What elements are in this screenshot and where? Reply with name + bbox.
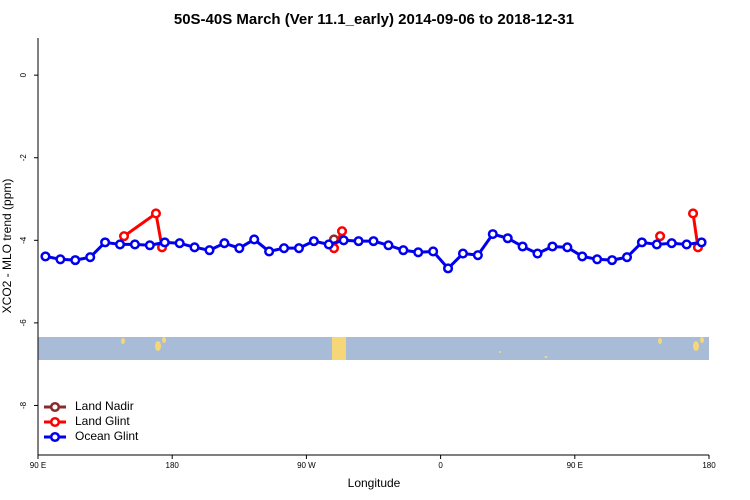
data-point	[636, 237, 647, 248]
legend-label: Land Nadir	[75, 399, 134, 413]
data-point	[40, 251, 51, 262]
y-tick-label: -2	[19, 154, 28, 162]
data-point	[655, 231, 666, 242]
data-point	[189, 242, 200, 253]
data-point	[129, 239, 140, 250]
data-point	[592, 254, 603, 265]
data-point	[219, 238, 230, 249]
x-tick-label: 90 E	[567, 461, 583, 470]
data-point	[502, 233, 513, 244]
legend-marker	[49, 431, 61, 443]
data-point	[696, 237, 707, 248]
data-point	[666, 238, 677, 249]
data-point	[398, 245, 409, 256]
data-point	[428, 246, 439, 257]
data-point	[383, 240, 394, 251]
data-point	[174, 238, 185, 249]
data-point	[443, 263, 454, 274]
data-point	[278, 243, 290, 254]
data-point	[562, 242, 573, 253]
data-point	[368, 236, 379, 247]
data-point	[577, 251, 588, 262]
legend-label: Land Glint	[75, 414, 130, 428]
data-point	[150, 208, 161, 219]
x-tick-label: 0	[438, 461, 443, 470]
y-tick-label: 0	[19, 72, 28, 77]
data-point	[144, 240, 155, 251]
data-point	[547, 241, 558, 252]
data-point	[323, 239, 334, 250]
data-point	[681, 239, 692, 250]
legend-marker	[49, 401, 61, 413]
x-axis-label: Longitude	[348, 476, 401, 490]
data-point	[85, 252, 96, 263]
data-point	[293, 243, 304, 254]
data-point	[338, 235, 349, 246]
data-point	[249, 234, 260, 245]
data-point	[621, 252, 633, 263]
x-tick-label: 90 W	[297, 461, 316, 470]
map-strip	[38, 337, 709, 360]
y-tick-label: -8	[19, 401, 28, 409]
data-point	[487, 229, 498, 240]
data-point	[70, 255, 81, 266]
data-point	[472, 250, 483, 261]
data-point	[118, 231, 130, 242]
data-point	[159, 237, 170, 248]
y-tick-label: -6	[19, 319, 28, 327]
data-point	[532, 248, 543, 259]
x-tick-label: 180	[166, 461, 180, 470]
data-point	[517, 241, 528, 252]
data-point	[353, 236, 364, 247]
data-point	[413, 247, 424, 258]
data-point	[651, 239, 662, 250]
y-tick-label: -4	[19, 236, 28, 244]
legend-marker	[49, 416, 61, 428]
data-point	[687, 208, 699, 219]
data-point	[264, 246, 275, 257]
data-point	[114, 239, 126, 250]
x-tick-label: 180	[702, 461, 716, 470]
data-point	[607, 255, 618, 266]
data-point	[204, 245, 215, 256]
chart-title: 50S-40S March (Ver 11.1_early) 2014-09-0…	[174, 11, 574, 28]
x-tick-label: 90 E	[30, 461, 46, 470]
legend-label: Ocean Glint	[75, 429, 139, 443]
data-point	[100, 237, 111, 248]
y-axis-label: XCO2 - MLO trend (ppm)	[0, 179, 14, 314]
data-point	[308, 236, 319, 247]
data-point	[457, 248, 469, 259]
data-point	[336, 226, 348, 237]
data-point	[55, 254, 66, 265]
data-point	[234, 243, 245, 254]
series-line	[123, 211, 700, 249]
